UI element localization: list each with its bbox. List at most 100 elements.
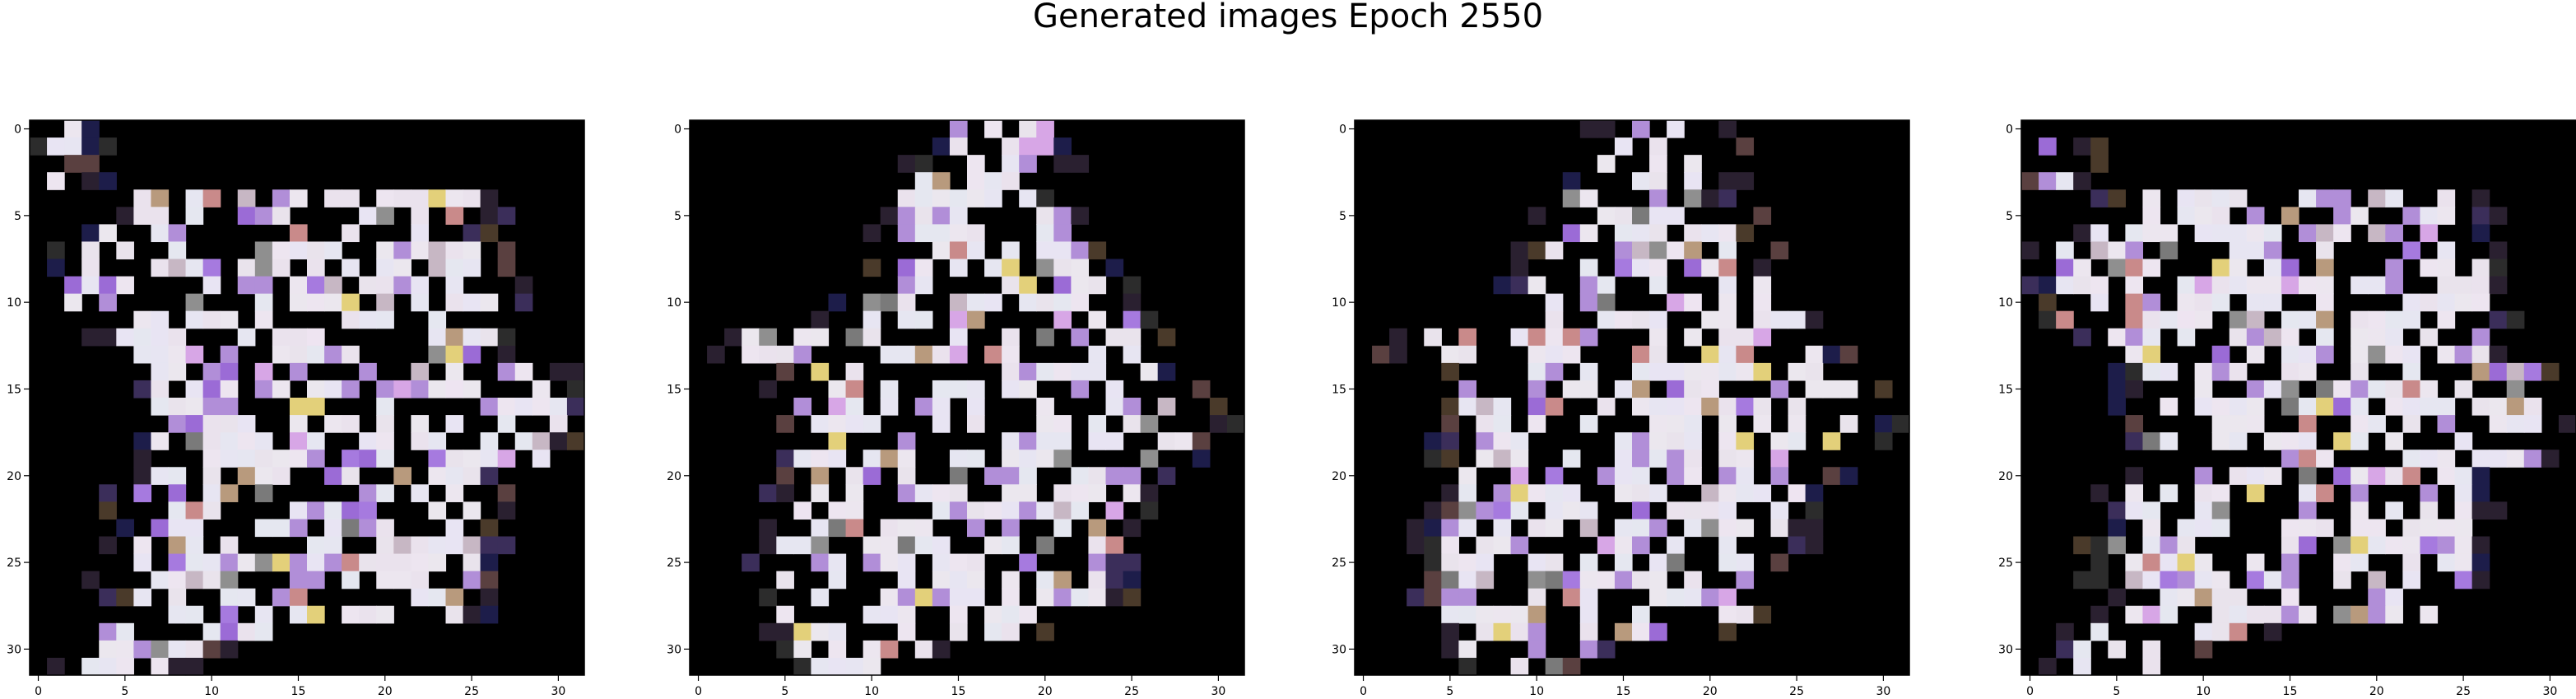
pixel-cell <box>2333 380 2351 398</box>
x-tick-label: 15 <box>1616 685 1631 698</box>
pixel-cell <box>151 189 170 207</box>
pixel-cell <box>1649 189 1667 207</box>
pixel-cell <box>2368 467 2386 485</box>
pixel-cell <box>2420 328 2439 347</box>
pixel-cell <box>1632 120 1650 138</box>
pixel-cell <box>1071 362 1090 381</box>
pixel-cell <box>1458 571 1477 589</box>
pixel-cell <box>289 588 308 607</box>
pixel-cell <box>984 536 1002 555</box>
pixel-cell <box>845 380 864 398</box>
pixel-cell <box>2090 224 2109 243</box>
pixel-cell <box>185 640 204 659</box>
pixel-cell <box>1071 207 1090 225</box>
pixel-cell <box>1736 137 1755 156</box>
pixel-cell <box>480 519 499 538</box>
pixel-cell <box>845 398 864 416</box>
pixel-cell <box>2263 622 2282 641</box>
pixel-cell <box>2368 588 2386 607</box>
pixel-cell <box>463 345 481 364</box>
pixel-cell <box>2333 189 2351 207</box>
pixel-cell <box>1718 345 1737 364</box>
pixel-cell <box>133 467 152 485</box>
pixel-cell <box>2350 328 2369 347</box>
pixel-cell <box>2454 501 2473 520</box>
pixel-cell <box>2211 276 2230 295</box>
pixel-cell <box>2437 207 2456 225</box>
y-tick-label: 20 <box>7 470 21 483</box>
pixel-cell <box>1632 519 1650 538</box>
pixel-cell <box>1510 501 1529 520</box>
pixel-cell <box>1788 536 1806 555</box>
pixel-cell <box>2506 362 2525 381</box>
pixel-cell <box>1770 501 1789 520</box>
pixel-cell <box>2229 224 2248 243</box>
pixel-cell <box>307 259 325 277</box>
pixel-cell <box>2420 519 2439 538</box>
pixel-cell <box>828 553 847 572</box>
pixel-cell <box>1071 484 1090 502</box>
pixel-cell <box>2541 450 2560 468</box>
pixel-cell <box>2194 276 2213 295</box>
pixel-cell <box>1105 588 1124 607</box>
pixel-cell <box>272 259 291 277</box>
pixel-cell <box>1649 571 1667 589</box>
pixel-cell <box>2299 519 2317 538</box>
pixel-cell <box>1105 571 1124 589</box>
pixel-cell <box>1510 605 1529 624</box>
pixel-cell <box>2125 328 2144 347</box>
pixel-cell <box>2125 259 2144 277</box>
pixel-cell <box>914 276 933 295</box>
pixel-cell <box>307 432 325 450</box>
pixel-cell <box>1192 432 1211 450</box>
pixel-cell <box>1407 588 1425 607</box>
pixel-cell <box>1614 622 1633 641</box>
pixel-cell <box>1493 605 1512 624</box>
pixel-cell <box>2368 224 2386 243</box>
pixel-cell <box>2263 432 2282 450</box>
pixel-cell <box>1753 276 1772 295</box>
pixel-cell <box>2299 345 2317 364</box>
pixel-cell <box>1441 432 1459 450</box>
pixel-cell <box>2090 137 2109 156</box>
pixel-cell <box>1718 605 1737 624</box>
pixel-cell <box>1718 467 1737 485</box>
pixel-cell <box>949 588 968 607</box>
pixel-cell <box>1632 224 1650 243</box>
pixel-cell <box>1718 398 1737 416</box>
pixel-cell <box>1874 432 1893 450</box>
pixel-cell <box>914 155 933 173</box>
x-tick-label: 25 <box>1124 685 1139 698</box>
pixel-cell <box>411 588 430 607</box>
pixel-cell <box>324 241 342 260</box>
pixel-cell <box>2056 172 2074 190</box>
pixel-cell <box>2437 259 2456 277</box>
pixel-cell <box>1510 276 1529 295</box>
pixel-cell <box>1458 588 1477 607</box>
pixel-cell <box>445 207 464 225</box>
pixel-cell <box>2108 259 2126 277</box>
pixel-cell <box>307 328 325 347</box>
pixel-cell <box>2368 605 2386 624</box>
pixel-cell <box>1649 328 1667 347</box>
pixel-cell <box>2142 657 2161 676</box>
pixel-cell <box>1839 345 1858 364</box>
pixel-cell <box>2142 501 2161 520</box>
pixel-cell <box>1701 224 1719 243</box>
pixel-cell <box>2489 362 2508 381</box>
pixel-cell <box>2073 276 2091 295</box>
pixel-cell <box>1389 345 1407 364</box>
pixel-cell <box>1527 640 1546 659</box>
y-tick-label: 10 <box>1332 296 1346 310</box>
pixel-cell <box>2385 345 2403 364</box>
pixel-cell <box>2437 276 2456 295</box>
pixel-cell <box>2194 310 2213 329</box>
pixel-cell <box>1476 622 1495 641</box>
pixel-cell <box>1493 519 1512 538</box>
pixel-cell <box>932 241 951 260</box>
pixel-cell <box>411 189 430 207</box>
pixel-cell <box>168 362 187 381</box>
pixel-cell <box>2125 432 2144 450</box>
